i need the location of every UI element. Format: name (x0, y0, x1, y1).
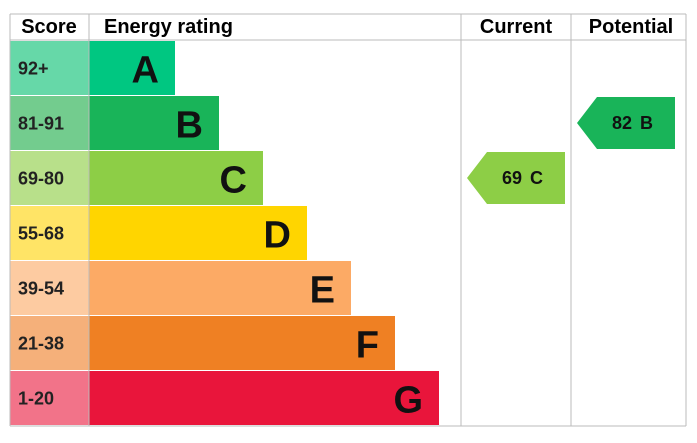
score-cell (10, 206, 89, 260)
score-label: 39-54 (18, 279, 64, 299)
rating-letter: E (310, 270, 335, 312)
rating-bar (89, 96, 219, 150)
rating-letter: D (264, 215, 291, 257)
header-current: Current (480, 16, 553, 38)
score-cell (10, 41, 89, 95)
rating-bar (89, 206, 307, 260)
rating-letter: B (176, 105, 203, 147)
score-label: 81-91 (18, 114, 64, 134)
rating-bar (89, 316, 395, 370)
score-cell (10, 261, 89, 315)
score-label: 55-68 (18, 224, 64, 244)
header-score: Score (21, 16, 77, 38)
rating-letter: F (356, 325, 379, 367)
header-potential: Potential (589, 16, 673, 38)
rating-bar (89, 41, 175, 95)
rating-letter: C (220, 160, 247, 202)
rating-letter: G (393, 380, 423, 422)
score-cell (10, 151, 89, 205)
score-cell (10, 96, 89, 150)
score-label: 69-80 (18, 169, 64, 189)
header-rating: Energy rating (104, 16, 233, 38)
score-label: 21-38 (18, 334, 64, 354)
current-value: 69 (502, 168, 522, 188)
score-label: 1-20 (18, 389, 54, 409)
current-letter: C (530, 168, 543, 188)
score-label: 92+ (18, 59, 49, 79)
potential-value: 82 (612, 113, 632, 133)
score-cell (10, 316, 89, 370)
score-cell (10, 371, 89, 425)
rating-bar (89, 371, 439, 425)
rating-bar (89, 261, 351, 315)
potential-letter: B (640, 113, 653, 133)
rating-bar (89, 151, 263, 205)
potential-arrow (577, 97, 675, 149)
current-arrow (467, 152, 565, 204)
rating-letter: A (132, 50, 159, 92)
